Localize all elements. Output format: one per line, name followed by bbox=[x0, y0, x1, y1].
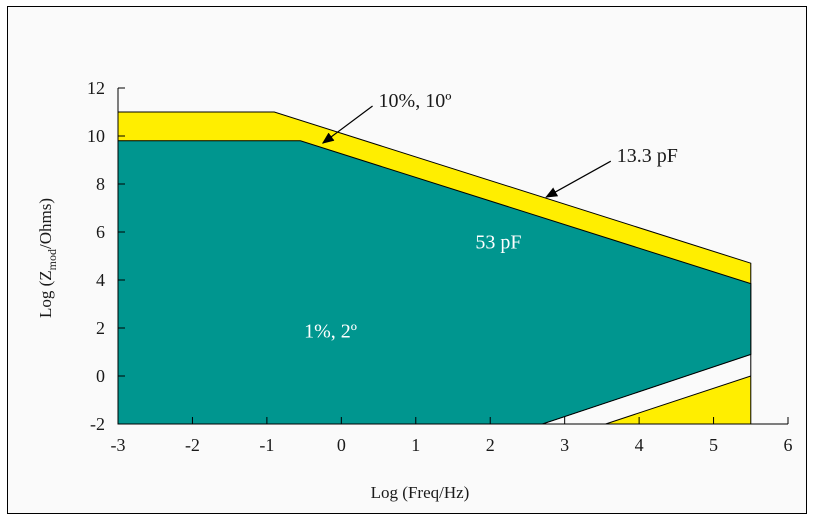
y-tick-label: 6 bbox=[96, 222, 105, 242]
y-tick-label: 10 bbox=[87, 126, 105, 146]
x-tick-label: 4 bbox=[635, 435, 644, 455]
y-axis-title-suffix: /Ohms) bbox=[36, 198, 55, 249]
regions-layer bbox=[117, 111, 752, 425]
annotation-arrow bbox=[321, 105, 373, 144]
y-tick-label: -2 bbox=[90, 414, 105, 434]
annotation-label: 13.3 pF bbox=[617, 145, 678, 167]
x-tick-label: 6 bbox=[784, 435, 793, 455]
axes-layer bbox=[117, 88, 788, 425]
y-axis-title: Log (Zmod/Ohms) bbox=[36, 198, 59, 318]
y-axis-title-prefix: Log (Z bbox=[36, 270, 55, 318]
annotation-label: 1%, 2º bbox=[304, 320, 357, 342]
x-tick-label: -3 bbox=[111, 435, 126, 455]
y-tick-label: 8 bbox=[96, 174, 105, 194]
x-tick-label: 2 bbox=[486, 435, 495, 455]
x-tick-label: 5 bbox=[709, 435, 718, 455]
annotations-layer: 10%, 10º 13.3 pF 53 pF 1%, 2º bbox=[304, 90, 678, 342]
y-tick-label: 2 bbox=[96, 318, 105, 338]
x-tick-label: 1 bbox=[411, 435, 420, 455]
annotation-arrow bbox=[545, 160, 612, 198]
x-tick-label: 0 bbox=[337, 435, 346, 455]
x-tick-label: 3 bbox=[560, 435, 569, 455]
x-tick-label: -1 bbox=[259, 435, 274, 455]
annotation-label: 10%, 10º bbox=[379, 90, 452, 112]
annotation-label: 53 pF bbox=[475, 232, 521, 254]
y-tick-label: 12 bbox=[87, 78, 105, 98]
y-tick-label: 0 bbox=[96, 366, 105, 386]
region-inner bbox=[117, 140, 752, 425]
x-tick-label: -2 bbox=[185, 435, 200, 455]
y-axis-title-subscript: mod bbox=[45, 249, 59, 270]
y-tick-label: 4 bbox=[96, 270, 105, 290]
x-axis-title: Log (Freq/Hz) bbox=[371, 483, 470, 502]
